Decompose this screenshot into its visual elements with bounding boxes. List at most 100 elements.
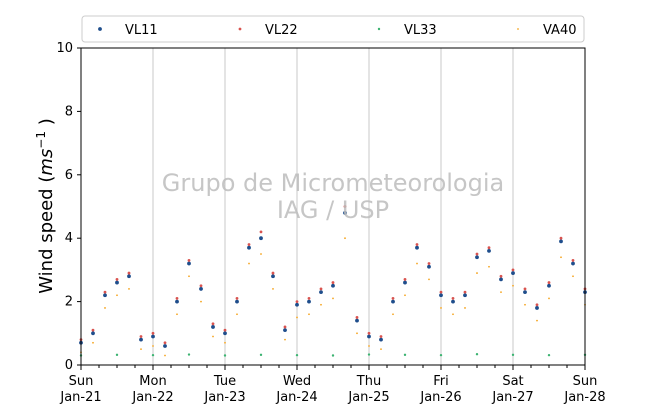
legend-label-vl33: VL33	[404, 23, 437, 38]
data-point	[487, 246, 491, 250]
data-point	[344, 237, 346, 240]
data-point	[259, 236, 263, 241]
data-point	[355, 316, 359, 319]
legend-marker-vl22	[238, 27, 242, 31]
data-point	[187, 353, 191, 356]
data-point	[343, 210, 347, 215]
data-point	[164, 354, 166, 357]
data-point	[163, 344, 167, 348]
data-point	[464, 307, 466, 309]
y-axis-label-close: )	[36, 118, 57, 131]
x-tick-label-day: Wed	[283, 374, 311, 389]
data-point	[152, 345, 154, 347]
data-point	[307, 299, 311, 304]
y-tick-label: 2	[65, 295, 73, 310]
data-point	[367, 331, 371, 335]
data-point	[284, 338, 286, 341]
data-point	[452, 313, 454, 316]
x-tick-label-date: Jan-22	[131, 390, 173, 405]
data-point	[560, 256, 562, 259]
data-point	[224, 341, 226, 344]
data-point	[223, 354, 227, 357]
legend: VL11 VL22 VL33 VA40	[81, 15, 585, 43]
y-axis: 0 2 4 6 8 10	[56, 41, 81, 373]
data-point	[235, 299, 239, 304]
data-point	[115, 278, 119, 281]
data-point	[367, 334, 371, 339]
data-point	[356, 332, 358, 335]
y-axis-label-unit: ms	[36, 149, 57, 176]
data-point	[416, 262, 418, 265]
data-point	[391, 299, 395, 304]
legend-label-vl22: VL22	[265, 23, 298, 38]
grid-layer	[152, 48, 514, 365]
data-point	[103, 290, 107, 294]
data-point	[187, 261, 191, 266]
legend-label-va40: VA40	[543, 23, 577, 38]
data-point	[476, 272, 478, 274]
data-point	[331, 281, 335, 284]
data-point	[176, 313, 178, 316]
data-point	[475, 255, 479, 260]
data-point	[259, 230, 263, 234]
data-point	[439, 290, 443, 294]
data-point	[200, 300, 202, 303]
data-point	[307, 297, 311, 300]
data-point	[140, 348, 142, 351]
data-point	[211, 325, 215, 329]
y-axis-label-main: Wind speed (	[36, 176, 57, 294]
x-tick-label-day: Sun	[573, 374, 598, 389]
legend-marker-vl33	[377, 27, 381, 31]
data-point	[379, 335, 383, 338]
data-point	[283, 325, 287, 329]
data-point	[559, 239, 563, 244]
data-point	[320, 303, 322, 306]
data-point	[260, 253, 262, 255]
data-point	[511, 271, 515, 275]
x-tick-label-day: Fri	[433, 374, 449, 389]
data-point	[475, 252, 479, 256]
data-point	[127, 274, 131, 279]
data-point	[116, 294, 118, 297]
data-point	[103, 293, 107, 298]
data-point	[259, 353, 263, 357]
data-point	[380, 348, 382, 351]
data-point	[475, 353, 479, 356]
data-point	[523, 287, 527, 291]
y-tick-label: 6	[65, 168, 73, 183]
data-point	[499, 277, 503, 282]
x-tick-label-day: Tue	[213, 374, 236, 389]
data-point	[572, 275, 574, 278]
data-point	[115, 280, 119, 285]
data-point	[92, 341, 94, 344]
points-layer	[79, 205, 587, 357]
data-point	[535, 303, 539, 307]
series-vl22	[79, 205, 587, 345]
data-point	[151, 353, 155, 357]
watermark-line-2: IAG / USP	[277, 196, 389, 224]
y-tick-label: 0	[65, 358, 73, 373]
data-point	[500, 291, 502, 293]
data-point	[331, 283, 335, 288]
data-point	[524, 303, 526, 306]
data-point	[463, 293, 467, 298]
series-vl33	[79, 353, 587, 357]
data-point	[463, 290, 467, 294]
data-point	[139, 335, 143, 338]
data-point	[91, 328, 95, 332]
series-va40	[80, 237, 586, 357]
data-point	[104, 307, 106, 309]
data-point	[295, 353, 299, 357]
data-point	[535, 306, 539, 310]
data-point	[403, 280, 407, 285]
data-point	[332, 297, 334, 300]
data-point	[571, 258, 575, 262]
data-point	[355, 318, 359, 323]
data-point	[499, 274, 503, 278]
data-point	[199, 284, 203, 288]
data-point	[127, 271, 131, 275]
data-point	[523, 290, 527, 294]
data-point	[547, 283, 551, 288]
data-point	[247, 243, 251, 246]
data-point	[115, 353, 119, 357]
